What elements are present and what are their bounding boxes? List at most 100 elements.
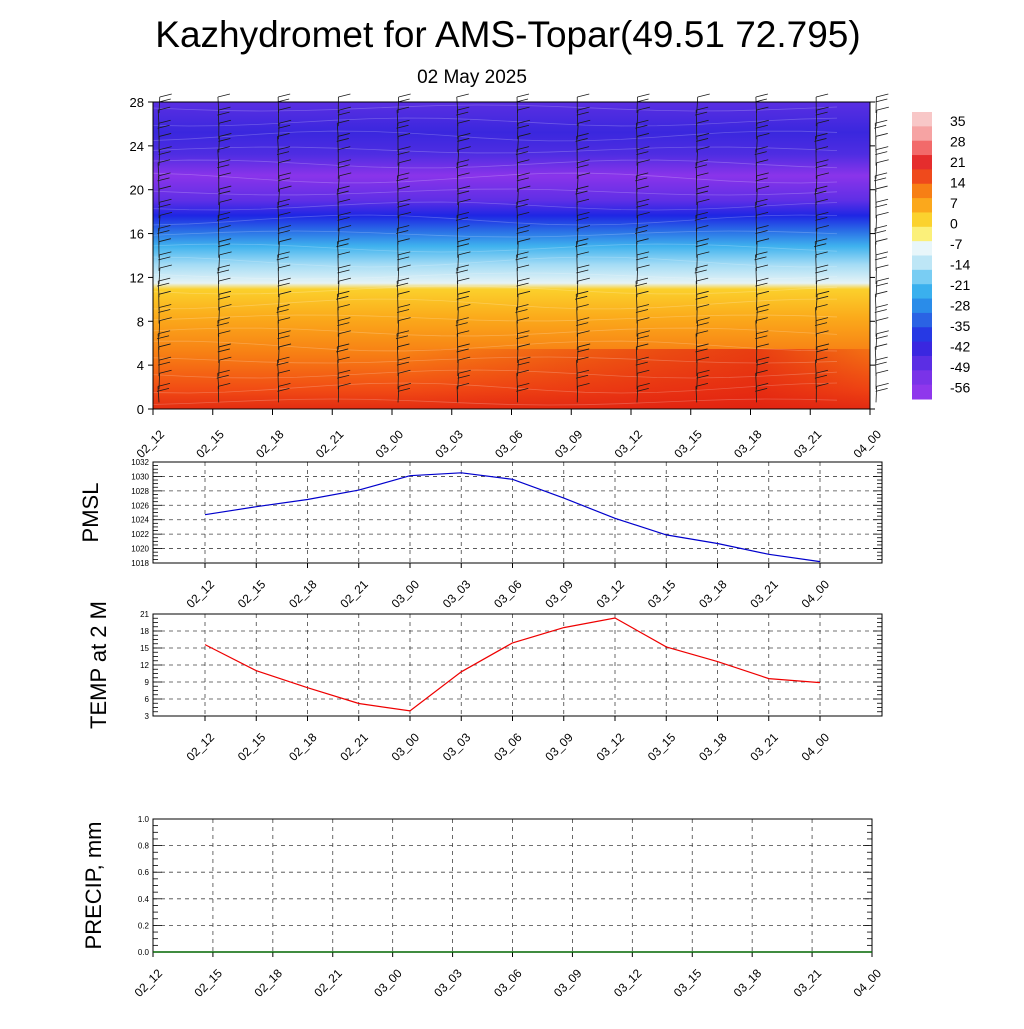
- wind-barb-flag: [876, 357, 888, 360]
- wind-barb-flag: [218, 94, 230, 97]
- x-tick-label: 03_18: [696, 577, 730, 611]
- data-point: [716, 542, 718, 544]
- data-point: [751, 951, 753, 953]
- wind-barb-flag: [876, 199, 888, 202]
- data-point: [152, 951, 154, 953]
- data-point: [460, 671, 462, 673]
- y-tick-label: 3: [145, 712, 150, 721]
- colorbar-swatch: [912, 141, 932, 156]
- data-point: [511, 951, 513, 953]
- y-axis-title: PMSL: [78, 483, 103, 543]
- data-point: [358, 489, 360, 491]
- data-point: [691, 951, 693, 953]
- x-tick-label: 03_15: [645, 577, 679, 611]
- wind-barb-flag: [278, 94, 290, 97]
- colorbar-label: 0: [950, 215, 958, 231]
- wind-barb-flag: [399, 94, 411, 97]
- y-tick-label: 1026: [131, 501, 149, 510]
- x-tick-label: 03_03: [440, 730, 474, 764]
- x-tick-label: 02_18: [251, 966, 285, 1000]
- x-tick-label: 03_12: [612, 427, 646, 461]
- x-tick-label: 03_15: [645, 730, 679, 764]
- wind-barb-flag: [875, 257, 887, 260]
- data-point: [306, 686, 308, 688]
- colorbar-swatch: [912, 327, 932, 342]
- data-point: [665, 646, 667, 648]
- x-tick-label: 03_12: [594, 577, 628, 611]
- colorbar-swatch: [912, 126, 932, 141]
- wind-barb-flag: [637, 94, 649, 97]
- y-tick-label: 9: [145, 678, 150, 687]
- y-tick-label: 0.4: [138, 895, 150, 904]
- data-point: [204, 643, 206, 645]
- x-tick-label: 03_15: [671, 427, 705, 461]
- y-tick-label: 28: [130, 95, 144, 110]
- x-tick-label: 04_00: [851, 966, 885, 1000]
- y-tick-label: 4: [137, 358, 144, 373]
- y-tick-label: 1030: [131, 472, 149, 481]
- x-tick-label: 02_12: [184, 577, 218, 611]
- data-point: [460, 472, 462, 474]
- colorbar-label: -14: [950, 256, 970, 272]
- x-tick-label: 03_06: [491, 966, 525, 1000]
- colorbar-swatch: [912, 370, 932, 385]
- x-tick-label: 03_03: [432, 427, 466, 461]
- x-tick-label: 02_12: [184, 730, 218, 764]
- data-point: [358, 702, 360, 704]
- colorbar-label: -35: [950, 318, 970, 334]
- x-tick-label: 02_21: [337, 730, 371, 764]
- x-tick-label: 03_21: [747, 730, 781, 764]
- wind-barb-flag: [876, 370, 888, 373]
- wind-barb-flag: [876, 133, 888, 136]
- data-point: [451, 951, 453, 953]
- y-tick-label: 15: [140, 644, 149, 653]
- data-point: [272, 951, 274, 953]
- y-tick-label: 0.2: [138, 921, 150, 930]
- data-point: [614, 617, 616, 619]
- data-point: [819, 681, 821, 683]
- x-tick-label: 03_18: [696, 730, 730, 764]
- data-point: [871, 951, 873, 953]
- colorbar-swatch: [912, 256, 932, 271]
- y-tick-label: 18: [140, 627, 149, 636]
- colorbar-swatch: [912, 342, 932, 357]
- x-tick-label: 03_00: [389, 730, 423, 764]
- data-point: [204, 513, 206, 515]
- colorbar-swatch: [912, 184, 932, 199]
- colorbar-label: 21: [950, 154, 966, 170]
- x-tick-label: 02_21: [337, 577, 371, 611]
- x-tick-label: 03_12: [594, 730, 628, 764]
- data-point: [511, 478, 513, 480]
- x-tick-label: 03_12: [611, 966, 645, 1000]
- data-point: [255, 506, 257, 508]
- x-tick-label: 03_00: [373, 427, 407, 461]
- wind-barb-flag: [876, 304, 888, 307]
- wind-barb-flag: [876, 336, 888, 339]
- y-tick-label: 1024: [131, 516, 149, 525]
- x-tick-label: 03_03: [440, 577, 474, 611]
- y-tick-label: 20: [130, 183, 144, 198]
- y-tick-label: 0.6: [138, 868, 150, 877]
- x-tick-label: 03_18: [731, 966, 765, 1000]
- wind-barb-flag: [875, 309, 887, 312]
- wind-barb-flag: [877, 212, 889, 215]
- wind-barb-flag: [876, 147, 888, 150]
- colorbar-label: -49: [950, 359, 970, 375]
- data-point: [631, 951, 633, 953]
- x-tick-label: 03_03: [431, 966, 465, 1000]
- data-point: [811, 951, 813, 953]
- colorbar-swatch: [912, 299, 932, 314]
- colorbar-swatch: [912, 212, 932, 227]
- x-tick-label: 03_09: [552, 427, 586, 461]
- colorbar-label: -7: [950, 236, 963, 252]
- wind-barb-flag: [875, 291, 887, 294]
- y-tick-label: 1022: [131, 530, 149, 539]
- y-tick-label: 1018: [131, 559, 149, 568]
- data-point: [614, 517, 616, 519]
- wind-barb-flag: [875, 173, 887, 176]
- wind-barb-flag: [875, 152, 887, 155]
- x-tick-label: 02_21: [313, 427, 347, 461]
- wind-barb-flag: [877, 160, 889, 163]
